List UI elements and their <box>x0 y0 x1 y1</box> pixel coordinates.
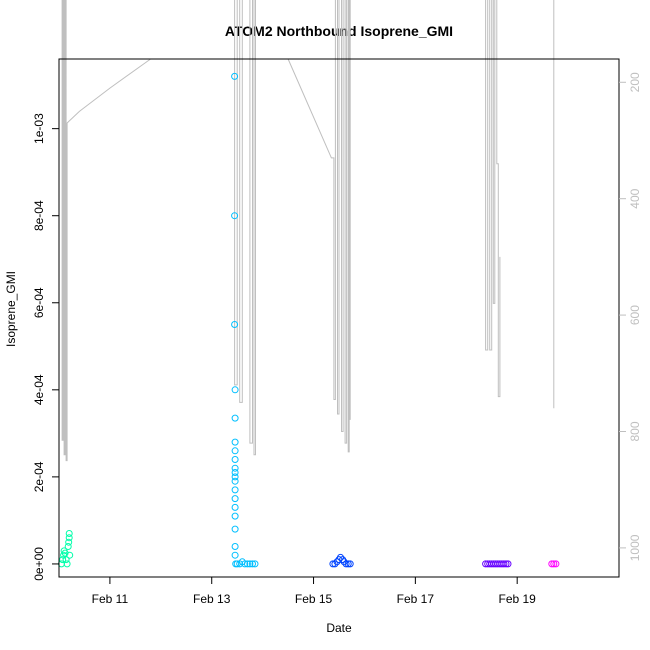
data-points <box>58 72 560 568</box>
data-point <box>231 473 239 481</box>
data-point <box>331 560 339 568</box>
altitude-profile-line <box>485 0 501 398</box>
data-point <box>231 464 239 472</box>
data-point <box>346 560 354 568</box>
data-point <box>231 486 239 494</box>
y-axis-right: 200 400 600 800 1000 <box>619 72 642 561</box>
data-point <box>231 72 239 80</box>
altitude-profile-line <box>61 0 151 462</box>
x-tick-label: Feb 19 <box>499 592 537 606</box>
data-point <box>246 560 254 568</box>
data-point <box>231 551 239 559</box>
data-point <box>231 477 239 485</box>
data-point <box>66 551 74 559</box>
data-point <box>249 560 256 568</box>
y-axis: 0e+00 2e-04 4e-04 6e-04 8e-04 1e-03 <box>32 113 59 581</box>
data-point <box>231 212 239 220</box>
data-point <box>548 560 556 568</box>
y-right-tick-label: 1000 <box>628 534 642 561</box>
x-axis-label: Date <box>326 621 352 635</box>
data-point <box>65 534 73 542</box>
data-point <box>65 530 73 537</box>
y-right-tick-label: 400 <box>628 188 642 208</box>
data-point <box>231 414 239 422</box>
data-point <box>231 525 239 533</box>
y-tick-label: 6e-04 <box>32 287 46 318</box>
y-tick-label: 4e-04 <box>32 374 46 405</box>
data-point <box>231 512 239 520</box>
data-point <box>59 556 67 564</box>
data-point <box>231 503 239 511</box>
x-axis: Feb 11 Feb 13 Feb 15 Feb 17 Feb 19 <box>92 577 537 606</box>
y-right-tick-label: 200 <box>628 72 642 92</box>
x-tick-label: Feb 13 <box>193 592 231 606</box>
y-tick-label: 8e-04 <box>32 200 46 231</box>
data-point <box>231 543 239 550</box>
data-point <box>500 560 508 568</box>
data-point <box>231 495 239 503</box>
altitude-lines <box>61 0 555 462</box>
data-point <box>502 560 510 568</box>
data-point <box>241 560 249 568</box>
data-point <box>231 438 239 446</box>
data-point <box>231 469 239 476</box>
data-point <box>550 560 558 568</box>
y-axis-label: Isoprene_GMI <box>4 271 18 347</box>
data-point <box>243 560 251 568</box>
data-point <box>62 556 70 564</box>
data-point <box>231 321 239 328</box>
y-right-tick-label: 600 <box>628 305 642 325</box>
data-point <box>231 386 239 394</box>
x-tick-label: Feb 15 <box>295 592 333 606</box>
data-point <box>251 560 259 568</box>
altitude-profile-line <box>234 0 256 456</box>
data-point <box>64 543 72 550</box>
data-point <box>342 560 350 568</box>
y-tick-label: 1e-03 <box>32 113 46 144</box>
data-point <box>65 538 73 546</box>
data-point <box>63 560 71 568</box>
data-point <box>231 456 239 463</box>
data-point <box>504 560 512 568</box>
data-point <box>231 447 239 455</box>
data-point <box>344 560 352 568</box>
data-point <box>552 560 560 568</box>
x-tick-label: Feb 17 <box>397 592 435 606</box>
data-point <box>337 553 344 561</box>
data-point <box>329 560 337 568</box>
data-point <box>340 558 348 566</box>
plot-frame <box>58 58 620 578</box>
y-right-tick-label: 800 <box>628 421 642 441</box>
x-tick-label: Feb 11 <box>92 592 129 606</box>
altitude-profile-line <box>287 0 351 453</box>
y-tick-label: 2e-04 <box>32 461 46 492</box>
y-tick-label: 0e+00 <box>32 547 46 581</box>
